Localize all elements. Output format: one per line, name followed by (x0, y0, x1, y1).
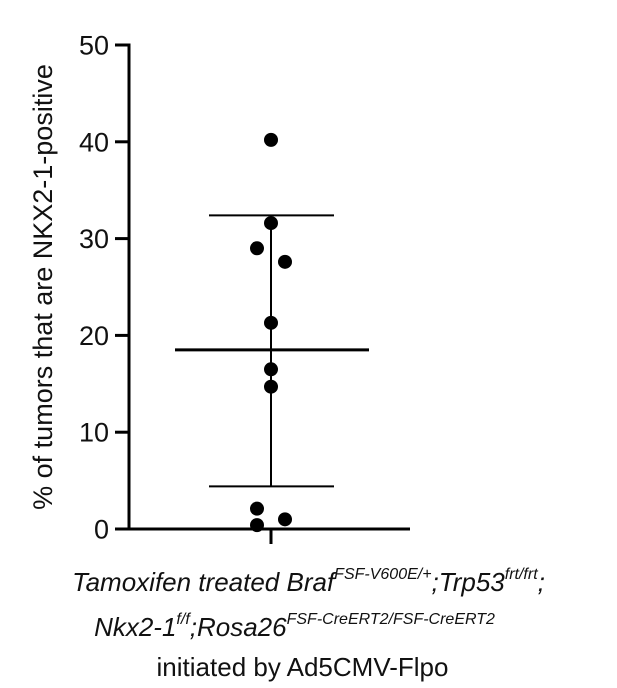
data-point (278, 254, 292, 269)
y-tick-label: 20 (79, 321, 109, 351)
x-label-part: ;Trp53 (431, 567, 505, 597)
y-tick-label: 0 (94, 515, 109, 545)
scatter-chart: 0 10 20 30 40 50 % of tumors that are NKX2-1-… (28, 31, 410, 545)
y-tick-label: 50 (79, 31, 109, 61)
data-point (264, 362, 278, 377)
data-point (278, 512, 292, 527)
x-label-part: ;Rosa26 (189, 612, 287, 642)
x-group-label-line2: Nkx2-1f/f;Rosa26FSF-CreERT2/FSF-CreERT2 (0, 611, 603, 648)
data-point (264, 132, 278, 147)
x-group-label-line1: Tamoxifen treated BrafFSF-V600E/+;Trp53f… (0, 566, 617, 603)
y-tick-label: 30 (79, 224, 109, 254)
x-label-superscript: frt/frt (504, 566, 538, 583)
data-points (250, 132, 292, 533)
data-point (250, 501, 264, 516)
axes (127, 43, 410, 544)
data-point (250, 241, 264, 256)
x-label-part: Tamoxifen treated Braf (72, 567, 335, 597)
data-point (264, 315, 278, 330)
x-label-superscript: FSF-V600E/+ (334, 566, 432, 583)
data-point (264, 216, 278, 231)
data-point (264, 379, 278, 394)
y-tick-label: 40 (79, 127, 109, 157)
x-label-part: Nkx2-1 (94, 612, 177, 642)
y-ticks: 0 10 20 30 40 50 (79, 31, 129, 545)
x-label-part: ; (537, 567, 545, 597)
x-label-superscript: FSF-CreERT2/FSF-CreERT2 (286, 611, 495, 628)
y-axis-label: % of tumors that are NKX2-1-positive (28, 64, 58, 510)
x-label-part: initiated by Ad5CMV-Flpo (156, 652, 449, 682)
data-point (250, 518, 264, 533)
x-label-superscript: f/f (176, 611, 190, 628)
error-bars (175, 214, 369, 488)
x-group-label-line3: initiated by Ad5CMV-Flpo (0, 651, 611, 683)
y-tick-label: 10 (79, 418, 109, 448)
